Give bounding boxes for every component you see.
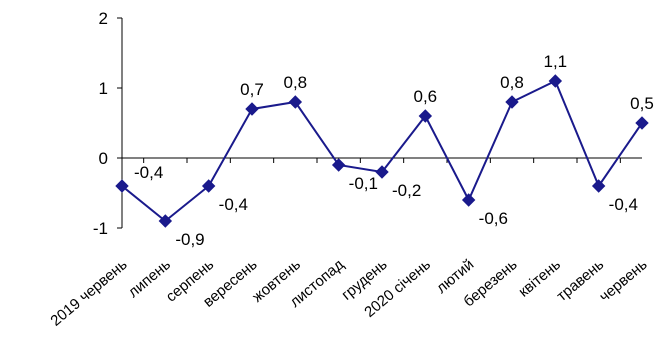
series-polyline [121,79,643,223]
data-label: 0,8 [500,73,524,92]
data-label: 1,1 [544,52,568,71]
data-label: -0,2 [392,181,421,200]
data-point-marker [418,109,433,123]
y-tick-label: 0 [99,149,108,168]
category-labels: 2019 червеньлипеньсерпеньвересеньжовтень… [47,256,650,330]
data-labels: -0,4 -0,9 -0,4 0,7 0,8 -0,1 -0,2 0,6 -0,6 0,8 1,1 -… [134,52,654,249]
data-label: 0,6 [414,87,438,106]
data-label: -0,9 [175,230,204,249]
data-label: 0,7 [240,80,264,99]
data-point-marker [375,165,389,179]
x-category-label: 2019 червень [47,256,130,330]
data-label: -0,1 [349,174,378,193]
data-label: 0,8 [284,73,308,92]
data-point-marker [288,95,303,109]
data-point-marker [591,179,606,193]
data-point-marker [505,95,519,109]
data-label: -0,4 [219,195,248,214]
axes [121,18,642,228]
data-point-marker [158,214,173,228]
y-tick-label: -1 [93,219,108,238]
series-markers [115,74,649,228]
y-axis-ticks: -1 0 1 2 [93,9,122,238]
data-label: -0,6 [479,209,508,228]
y-tick-label: 1 [99,79,108,98]
data-label: 0,5 [630,94,654,113]
y-tick-label: 2 [99,9,108,28]
x-category-label: червень [596,256,651,306]
data-point-marker [201,179,216,193]
data-point-marker [245,102,259,116]
data-label: -0,4 [609,195,638,214]
series-line [121,79,643,223]
data-point-marker [635,116,649,130]
data-point-marker [461,193,476,207]
data-point-marker [548,74,563,88]
data-point-marker [115,179,129,193]
data-point-marker [331,158,346,172]
data-label: -0,4 [134,163,163,182]
